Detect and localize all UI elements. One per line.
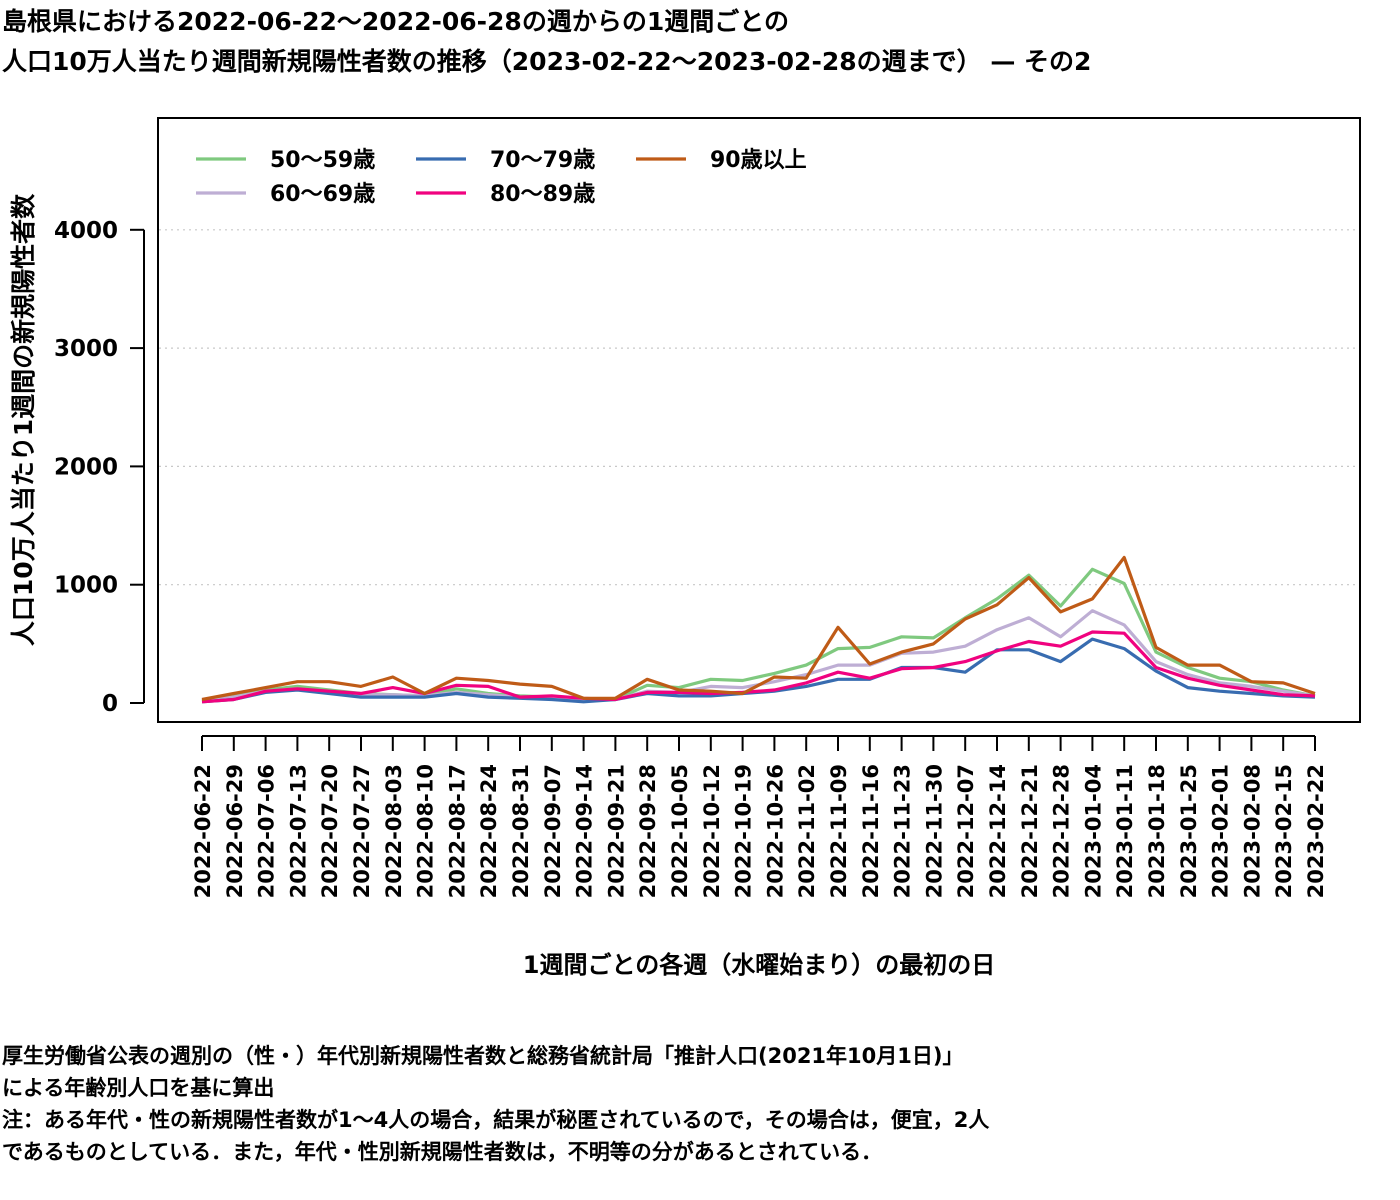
- x-tick-label: 2022-08-31: [509, 764, 533, 898]
- plot-frame: [157, 117, 1361, 723]
- x-tick-label: 2022-10-26: [763, 764, 787, 898]
- x-tick-label: 2023-01-18: [1145, 764, 1169, 898]
- series-lines: [201, 555, 1316, 704]
- x-tick-label: 2022-07-06: [255, 764, 279, 898]
- x-tick-label: 2022-09-21: [604, 764, 628, 898]
- x-tick-label: 2023-02-01: [1209, 764, 1233, 898]
- series-line-5: [201, 555, 1316, 702]
- x-tick-label: 2022-12-07: [954, 764, 978, 898]
- legend-label-1: 50〜59歳: [270, 148, 375, 173]
- gridlines: [159, 229, 1359, 586]
- x-axis-label: 1週間ごとの各週（水曜始まり）の最初の日: [523, 951, 995, 979]
- y-axis: 0 1000 2000 3000 4000: [54, 218, 145, 717]
- source-notes: 厚生労働省公表の週別の（性・）年代別新規陽性者数と総務省統計局「推計人口(202…: [2, 1040, 1398, 1168]
- x-tick-label: 2022-07-20: [318, 764, 342, 898]
- x-tick-label: 2022-12-14: [986, 764, 1010, 898]
- x-tick-label: 2022-08-10: [414, 764, 438, 898]
- x-tick-label: 2022-10-19: [732, 764, 756, 898]
- x-tick-label: 2022-08-03: [382, 764, 406, 898]
- note-line-4: であるものとしている．また，年代・性別新規陽性者数は，不明等の分があるとされてい…: [2, 1140, 883, 1164]
- x-tick-label: 2022-09-14: [573, 764, 597, 898]
- y-axis-label: 人口10万人当たり1週間の新規陽性者数: [9, 193, 38, 646]
- x-tick-label: 2022-11-30: [922, 764, 946, 898]
- x-tick-label: 2022-12-21: [1018, 764, 1042, 898]
- y-tick-label: 4000: [54, 218, 118, 244]
- chart-title: 島根県における2022-06-22〜2022-06-28の週からの1週間ごとの …: [2, 2, 1398, 82]
- legend-label-4: 80〜89歳: [490, 182, 595, 207]
- x-tick-label: 2022-09-07: [541, 764, 565, 898]
- y-tick-label: 0: [102, 691, 118, 717]
- note-line-2: による年齢別人口を基に算出: [2, 1076, 275, 1100]
- x-tick-label: 2023-01-11: [1113, 764, 1137, 898]
- x-tick-label: 2022-10-05: [668, 764, 692, 898]
- x-tick-label: 2023-02-15: [1272, 764, 1296, 898]
- legend-label-3: 70〜79歳: [490, 148, 595, 173]
- y-tick-label: 2000: [54, 454, 118, 480]
- x-tick-label: 2022-11-23: [891, 764, 915, 898]
- x-tick-label: 2022-10-12: [700, 764, 724, 898]
- y-tick-label: 3000: [54, 336, 118, 362]
- legend-label-2: 60〜69歳: [270, 182, 375, 207]
- series-line-4: [201, 630, 1316, 704]
- x-tick-label: 2022-08-24: [477, 764, 501, 898]
- x-tick-label: 2022-06-22: [191, 764, 215, 898]
- chart-title-line-1: 島根県における2022-06-22〜2022-06-28の週からの1週間ごとの: [2, 7, 789, 36]
- x-tick-label: 2022-07-27: [350, 764, 374, 898]
- x-tick-label: 2023-01-25: [1177, 764, 1201, 898]
- x-tick-label: 2022-12-28: [1050, 764, 1074, 898]
- chart-title-line-2: 人口10万人当たり週間新規陽性者数の推移（2023-02-22〜2023-02-…: [2, 47, 1092, 76]
- x-tick-label: 2023-02-08: [1240, 764, 1264, 898]
- x-tick-label: 2023-02-22: [1304, 764, 1328, 898]
- x-tick-label: 2022-09-28: [636, 764, 660, 898]
- legend: 50〜59歳 60〜69歳 70〜79歳 80〜89歳 90歳以上: [196, 148, 807, 207]
- x-tick-label: 2022-08-17: [445, 764, 469, 898]
- x-tick-label: 2023-01-04: [1081, 764, 1105, 898]
- note-line-1: 厚生労働省公表の週別の（性・）年代別新規陽性者数と総務省統計局「推計人口(202…: [2, 1044, 964, 1068]
- x-axis: 2022-06-22 2022-06-29 2022-07-06 2022-07-13…: [191, 735, 1328, 898]
- x-tick-label: 2022-11-16: [859, 764, 883, 898]
- note-line-3: 注：ある年代・性の新規陽性者数が1〜4人の場合，結果が秘匿されているので，その場…: [2, 1108, 990, 1132]
- series-line-1: [201, 567, 1316, 703]
- y-tick-label: 1000: [54, 573, 118, 599]
- x-tick-label: 2022-06-29: [223, 764, 247, 898]
- x-tick-label: 2022-11-02: [795, 764, 819, 898]
- x-tick-label: 2022-11-09: [827, 764, 851, 898]
- legend-label-5: 90歳以上: [710, 148, 807, 173]
- x-tick-label: 2022-07-13: [286, 764, 310, 898]
